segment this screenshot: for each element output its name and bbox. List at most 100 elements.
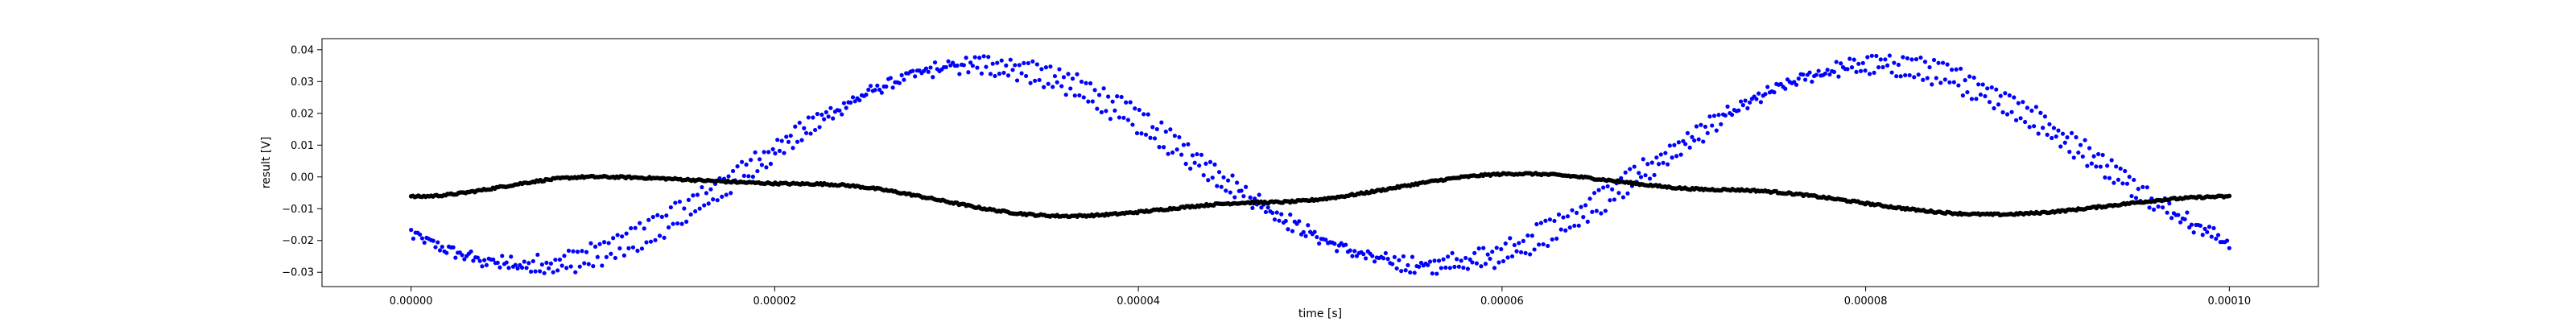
- blue-series-point: [1590, 209, 1595, 214]
- blue-series-point: [1678, 152, 1683, 157]
- blue-series-point: [1394, 266, 1399, 271]
- blue-series-point: [986, 55, 991, 60]
- blue-series-point: [1825, 68, 1830, 72]
- blue-series-point: [1938, 80, 1943, 85]
- blue-series-point: [1772, 90, 1777, 95]
- blue-series-point: [575, 250, 580, 254]
- blue-series-point: [1426, 262, 1430, 267]
- blue-series-point: [2103, 175, 2107, 180]
- blue-series-point: [1585, 219, 1590, 224]
- blue-series-point: [1543, 218, 1548, 223]
- blue-series-point: [1705, 130, 1710, 135]
- blue-series-point: [1104, 109, 1108, 114]
- blue-series-point: [759, 163, 765, 167]
- blue-series-point: [931, 75, 935, 80]
- blue-series-point: [1068, 86, 1073, 91]
- blue-series-point: [1918, 55, 1923, 60]
- blue-series-point: [1931, 57, 1937, 63]
- blue-series-point: [1802, 77, 1808, 82]
- blue-series-point: [1748, 100, 1752, 105]
- blue-series-point: [1188, 166, 1193, 171]
- blue-series-point: [1010, 68, 1015, 72]
- blue-series-point: [2156, 204, 2161, 209]
- blue-series-point: [1537, 242, 1542, 247]
- blue-series-point: [706, 201, 711, 206]
- blue-series-point: [573, 270, 578, 275]
- blue-series-point: [1729, 112, 1735, 118]
- blue-series-point: [1699, 122, 1703, 127]
- blue-series-point: [1985, 86, 1990, 91]
- blue-series-point: [1059, 84, 1064, 89]
- blue-series-point: [1757, 91, 1761, 96]
- blue-series-point: [1312, 229, 1317, 234]
- blue-series-point: [1856, 61, 1861, 66]
- y-tick-label: −0.02: [282, 235, 314, 247]
- blue-series-point: [1541, 242, 1546, 247]
- blue-series-point: [1632, 164, 1637, 169]
- blue-series-point: [1905, 56, 1910, 61]
- blue-series-point: [644, 240, 649, 245]
- blue-series-point: [668, 204, 673, 210]
- blue-series-point: [1124, 100, 1129, 105]
- blue-series-point: [2215, 233, 2221, 237]
- blue-series-point: [1583, 203, 1588, 208]
- blue-series-point: [1665, 162, 1670, 167]
- blue-series-point: [831, 116, 836, 121]
- blue-series-point: [1199, 152, 1204, 157]
- blue-series-point: [750, 174, 755, 180]
- blue-series-point: [548, 261, 554, 266]
- blue-series-point: [436, 240, 440, 245]
- blue-series-point: [899, 72, 904, 77]
- y-axis-label: result [V]: [260, 137, 273, 189]
- blue-series-point: [1290, 229, 1295, 233]
- blue-series-point: [1488, 256, 1492, 262]
- blue-series-point: [1912, 75, 1917, 80]
- blue-series-point: [538, 269, 543, 274]
- blue-series-point: [755, 168, 760, 174]
- blue-series-point: [2076, 150, 2081, 155]
- blue-series-point: [2098, 164, 2103, 169]
- blue-series-point: [1472, 250, 1477, 255]
- blue-series-point: [1567, 225, 1572, 230]
- blue-series-point: [606, 241, 611, 246]
- blue-series-point: [626, 246, 631, 250]
- blue-series-point: [551, 270, 555, 275]
- blue-series-point: [1587, 196, 1592, 201]
- blue-series-point: [1170, 150, 1175, 155]
- blue-series-point: [1754, 97, 1759, 101]
- blue-series-point: [1514, 249, 1519, 254]
- blue-series-point: [1121, 115, 1126, 120]
- blue-series-point: [2000, 109, 2005, 115]
- blue-series-point: [1052, 73, 1058, 79]
- blue-series-point: [1350, 254, 1355, 258]
- blue-series-point: [1370, 254, 1375, 258]
- blue-series-point: [1674, 154, 1679, 159]
- blue-series-point: [1625, 191, 1630, 196]
- blue-series-point: [2227, 246, 2231, 250]
- blue-series-point: [1023, 73, 1029, 79]
- blue-series-point: [1390, 262, 1395, 266]
- blue-series-point: [784, 134, 789, 139]
- blue-series-point: [1195, 151, 1199, 157]
- blue-series-point: [1570, 208, 1575, 213]
- blue-series-point: [1113, 108, 1117, 113]
- blue-series-point: [1638, 175, 1644, 180]
- blue-series-point: [2050, 135, 2054, 141]
- blue-series-point: [1399, 269, 1404, 274]
- blue-series-point: [630, 245, 636, 250]
- blue-series-point: [542, 270, 547, 275]
- blue-series-point: [1605, 184, 1610, 189]
- blue-series-point: [1823, 71, 1828, 76]
- blue-series-point: [1814, 72, 1818, 77]
- blue-series-point: [840, 112, 844, 117]
- blue-series-point: [1591, 191, 1597, 196]
- blue-series-point: [1079, 79, 1084, 85]
- blue-series-point: [611, 236, 616, 241]
- blue-series-point: [2041, 126, 2046, 130]
- blue-series-point: [1736, 108, 1741, 113]
- blue-series-point: [2191, 230, 2196, 235]
- blue-series-point: [1208, 159, 1213, 164]
- blue-series-point: [1046, 81, 1051, 86]
- blue-series-point: [1210, 175, 1215, 180]
- blue-series-point: [1719, 122, 1724, 126]
